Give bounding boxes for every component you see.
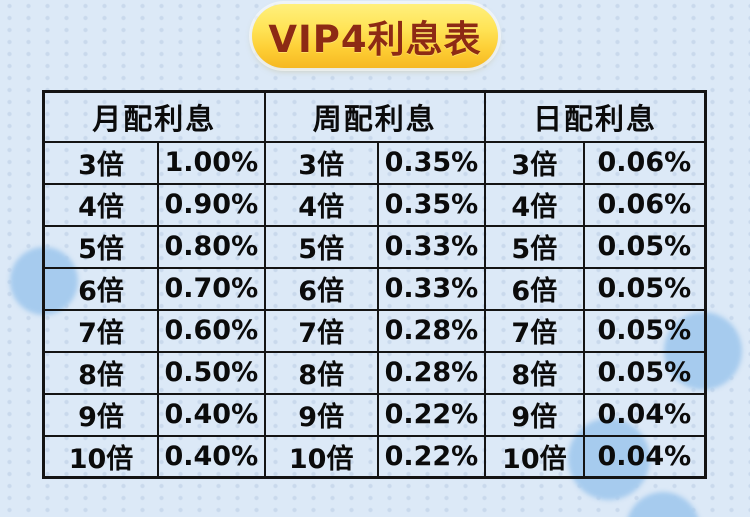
decor-circle-bottom-right	[626, 492, 700, 517]
rate-cell: 0.80%	[157, 224, 266, 269]
rate-cell: 0.22%	[376, 392, 487, 437]
rate-cell: 0.05%	[582, 224, 707, 269]
table-row: 8倍 0.50% 8倍 0.28% 8倍 0.05%	[42, 350, 707, 395]
header-monthly-interest: 月配利息	[42, 90, 266, 143]
rate-cell: 0.60%	[157, 308, 266, 353]
leverage-cell: 9倍	[42, 392, 160, 437]
leverage-cell: 4倍	[42, 182, 160, 227]
leverage-cell: 5倍	[263, 224, 379, 269]
leverage-cell: 7倍	[42, 308, 160, 353]
rate-cell: 0.22%	[376, 434, 487, 479]
rate-cell: 0.50%	[157, 350, 266, 395]
rate-cell: 0.28%	[376, 350, 487, 395]
rate-cell: 0.35%	[376, 140, 487, 185]
rate-cell: 0.06%	[582, 140, 707, 185]
table-header-row: 月配利息 周配利息 日配利息	[42, 90, 707, 143]
rate-cell: 0.05%	[582, 350, 707, 395]
rate-cell: 0.35%	[376, 182, 487, 227]
rate-cell: 0.40%	[157, 434, 266, 479]
title-banner: VIP4利息表	[252, 4, 498, 68]
rate-cell: 0.70%	[157, 266, 266, 311]
leverage-cell: 6倍	[42, 266, 160, 311]
interest-rate-table: 月配利息 周配利息 日配利息 3倍 1.00% 3倍 0.35% 3倍 0.06% 4倍 0.…	[42, 90, 707, 479]
header-weekly-interest: 周配利息	[263, 90, 487, 143]
rate-cell: 0.33%	[376, 266, 487, 311]
table-row: 5倍 0.80% 5倍 0.33% 5倍 0.05%	[42, 224, 707, 269]
rate-cell: 0.05%	[582, 308, 707, 353]
rate-cell: 0.05%	[582, 266, 707, 311]
leverage-cell: 7倍	[484, 308, 585, 353]
leverage-cell: 3倍	[42, 140, 160, 185]
rate-cell: 0.28%	[376, 308, 487, 353]
leverage-cell: 6倍	[484, 266, 585, 311]
leverage-cell: 10倍	[484, 434, 585, 479]
leverage-cell: 4倍	[484, 182, 585, 227]
table-row: 9倍 0.40% 9倍 0.22% 9倍 0.04%	[42, 392, 707, 437]
rate-cell: 0.04%	[582, 434, 707, 479]
leverage-cell: 7倍	[263, 308, 379, 353]
leverage-cell: 4倍	[263, 182, 379, 227]
leverage-cell: 5倍	[42, 224, 160, 269]
page-title: VIP4利息表	[268, 18, 482, 61]
leverage-cell: 8倍	[484, 350, 585, 395]
leverage-cell: 3倍	[484, 140, 585, 185]
table-row: 6倍 0.70% 6倍 0.33% 6倍 0.05%	[42, 266, 707, 311]
leverage-cell: 9倍	[263, 392, 379, 437]
rate-cell: 1.00%	[157, 140, 266, 185]
leverage-cell: 6倍	[263, 266, 379, 311]
leverage-cell: 8倍	[42, 350, 160, 395]
leverage-cell: 10倍	[42, 434, 160, 479]
rate-cell: 0.06%	[582, 182, 707, 227]
leverage-cell: 10倍	[263, 434, 379, 479]
rate-cell: 0.04%	[582, 392, 707, 437]
leverage-cell: 3倍	[263, 140, 379, 185]
table-row: 4倍 0.90% 4倍 0.35% 4倍 0.06%	[42, 182, 707, 227]
leverage-cell: 5倍	[484, 224, 585, 269]
table-row: 7倍 0.60% 7倍 0.28% 7倍 0.05%	[42, 308, 707, 353]
leverage-cell: 9倍	[484, 392, 585, 437]
rate-cell: 0.90%	[157, 182, 266, 227]
table-row: 3倍 1.00% 3倍 0.35% 3倍 0.06%	[42, 140, 707, 185]
leverage-cell: 8倍	[263, 350, 379, 395]
table-row: 10倍 0.40% 10倍 0.22% 10倍 0.04%	[42, 434, 707, 479]
header-daily-interest: 日配利息	[484, 90, 707, 143]
rate-cell: 0.33%	[376, 224, 487, 269]
rate-cell: 0.40%	[157, 392, 266, 437]
